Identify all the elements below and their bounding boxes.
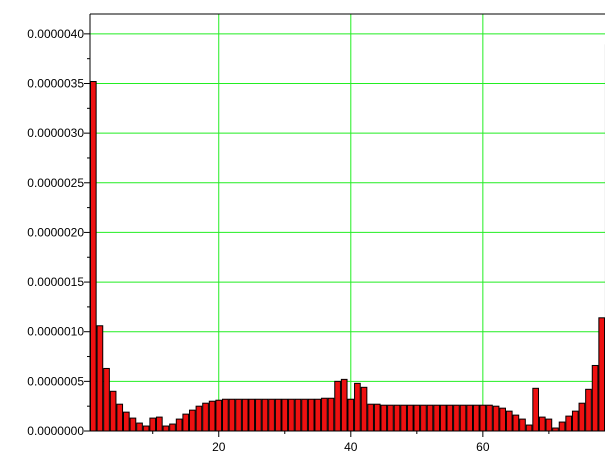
bar xyxy=(122,411,130,432)
bar xyxy=(274,398,282,432)
y-tick-label: 0.0000040 xyxy=(27,27,84,41)
bar xyxy=(169,423,176,432)
bar xyxy=(340,378,348,432)
bar xyxy=(261,398,269,432)
bar xyxy=(598,317,605,432)
bar xyxy=(472,404,480,432)
bar xyxy=(393,404,401,432)
bar xyxy=(585,388,592,432)
bar xyxy=(155,416,163,432)
bar xyxy=(545,418,553,432)
y-tick-label: 0.0000020 xyxy=(27,225,84,239)
bar xyxy=(519,418,526,432)
bar xyxy=(215,399,223,432)
bar xyxy=(103,367,110,432)
bar xyxy=(202,402,209,432)
axes xyxy=(84,13,605,437)
bar xyxy=(228,398,236,432)
bar xyxy=(387,404,394,432)
bar xyxy=(314,398,322,432)
y-tick-label: 0.0000025 xyxy=(27,176,84,190)
bar xyxy=(129,417,137,432)
bar xyxy=(195,405,203,432)
bar xyxy=(499,407,507,432)
bar xyxy=(400,404,407,432)
bar xyxy=(307,398,315,432)
bar xyxy=(109,390,117,432)
y-tick-label: 0.0000000 xyxy=(27,424,84,438)
x-tick-label: 40 xyxy=(344,440,358,451)
y-tick-label: 0.0000035 xyxy=(27,77,84,91)
bar xyxy=(149,417,157,432)
bar xyxy=(565,415,573,432)
bar xyxy=(525,424,533,432)
bar xyxy=(538,416,546,432)
bar xyxy=(321,397,328,432)
y-tick-label: 0.0000005 xyxy=(27,374,84,388)
bar xyxy=(241,398,249,432)
bar xyxy=(492,405,500,432)
bars xyxy=(89,44,605,432)
bar xyxy=(189,409,196,432)
bar xyxy=(182,413,190,432)
bar xyxy=(413,404,421,432)
bar xyxy=(591,364,599,432)
bar xyxy=(354,382,361,432)
bar xyxy=(505,410,513,432)
y-tick-label: 0.0000015 xyxy=(27,275,84,289)
bar xyxy=(373,403,381,432)
tick-labels: 0.0000000 0.0000005 0.0000010 0.0000015 0.00… xyxy=(27,27,490,451)
bar xyxy=(248,398,256,432)
bar xyxy=(439,404,447,432)
bar xyxy=(360,386,368,432)
bar xyxy=(222,398,229,432)
bar xyxy=(347,398,355,432)
bar xyxy=(327,397,335,432)
bar xyxy=(96,325,104,432)
bar xyxy=(334,380,341,432)
bar xyxy=(255,398,262,432)
bar xyxy=(136,422,143,432)
bar xyxy=(162,425,170,432)
bar xyxy=(294,398,302,432)
bar xyxy=(268,398,275,432)
y-tick-label: 0.0000010 xyxy=(27,325,84,339)
bar xyxy=(446,404,454,432)
bar xyxy=(367,403,374,432)
bar xyxy=(281,398,289,432)
bar xyxy=(208,400,216,432)
bar xyxy=(512,414,520,432)
bar xyxy=(486,404,493,432)
bar xyxy=(116,403,124,432)
bar xyxy=(466,404,473,432)
bar xyxy=(426,404,434,432)
bar xyxy=(420,404,427,432)
bar xyxy=(235,398,242,432)
bar xyxy=(89,81,97,432)
bar xyxy=(558,421,566,432)
bar xyxy=(459,404,467,432)
bar xyxy=(301,398,308,432)
grid xyxy=(90,14,605,431)
bar xyxy=(433,404,440,432)
bar xyxy=(142,425,150,432)
x-tick-label: 60 xyxy=(476,440,490,451)
x-tick-label: 20 xyxy=(212,440,226,451)
y-tick-label: 0.0000030 xyxy=(27,126,84,140)
bar xyxy=(532,387,540,432)
bar xyxy=(479,404,487,432)
bar xyxy=(571,410,579,432)
bar xyxy=(175,418,183,432)
bar xyxy=(380,404,388,432)
bar xyxy=(406,404,414,432)
bar xyxy=(578,402,586,432)
bar xyxy=(288,398,295,432)
bar xyxy=(453,404,460,432)
